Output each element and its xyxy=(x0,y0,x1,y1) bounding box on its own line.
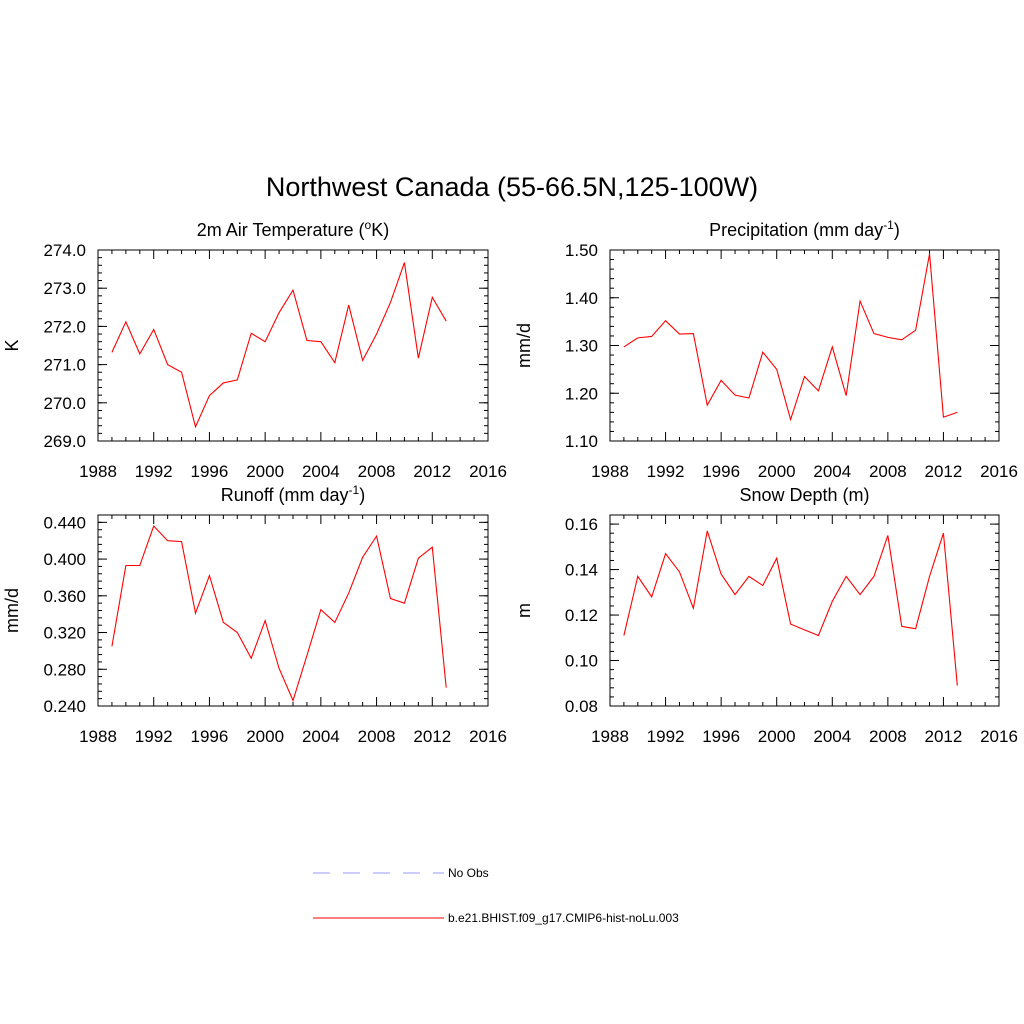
figure-title: Northwest Canada (55-66.5N,125-100W) xyxy=(266,172,758,202)
y-tick-label: 0.360 xyxy=(43,587,86,606)
legend: No Obs b.e21.BHIST.f09_g17.CMIP6-hist-no… xyxy=(313,866,679,925)
x-tick-label: 2012 xyxy=(413,462,451,481)
panel-1: 2m Air Temperature (oK) K 1988 1992 1996 2000… xyxy=(2,218,507,481)
panel-grid: 2m Air Temperature (oK) K 1988 1992 1996 2000… xyxy=(2,218,1018,746)
legend-label-model: b.e21.BHIST.f09_g17.CMIP6-hist-noLu.003 xyxy=(448,911,679,925)
plot-frame xyxy=(97,249,489,442)
panel-title: Runoff (mm day-1) xyxy=(221,483,365,505)
plot-frame xyxy=(609,249,1000,442)
x-tick-label: 1992 xyxy=(135,727,173,746)
x-tick-label: 1988 xyxy=(79,727,117,746)
panel-title-text: 2m Air Temperature ( xyxy=(197,220,365,240)
panel-title-text: Precipitation (mm day xyxy=(709,220,883,240)
x-tick-label: 2004 xyxy=(813,727,851,746)
x-tick-label: 1996 xyxy=(191,727,229,746)
x-tick-label: 2012 xyxy=(413,727,451,746)
series-line xyxy=(623,530,958,686)
series-line xyxy=(623,253,958,422)
y-tick-label: 0.14 xyxy=(565,561,598,580)
x-tick-label: 1996 xyxy=(702,727,740,746)
y-tick-label: 1.40 xyxy=(565,289,598,308)
y-tick-label: 272.0 xyxy=(43,317,86,336)
y-tick-label: 0.440 xyxy=(43,513,86,532)
x-tick-label: 1988 xyxy=(79,462,117,481)
x-tick-label: 2000 xyxy=(758,727,796,746)
x-tick-label: 2004 xyxy=(302,462,340,481)
x-tick-label: 2016 xyxy=(469,727,507,746)
plot-frame xyxy=(97,514,489,707)
x-tick-label: 2000 xyxy=(246,462,284,481)
y-tick-label: 1.20 xyxy=(565,384,598,403)
y-tick-label: 0.12 xyxy=(565,606,598,625)
panel-title-text: Snow Depth (m) xyxy=(739,485,869,505)
y-tick-label: 273.0 xyxy=(43,279,86,298)
panel-title: Precipitation (mm day-1) xyxy=(709,218,900,240)
x-tick-label: 2016 xyxy=(469,462,507,481)
panel-title-text: Runoff (mm day xyxy=(221,485,349,505)
x-tick-label: 2008 xyxy=(869,462,907,481)
y-tick-label: 1.10 xyxy=(565,432,598,451)
x-tick-label: 2012 xyxy=(925,727,963,746)
panel-3: Runoff (mm day-1) mm/d 1988 1992 1996 2000 200… xyxy=(2,483,507,746)
x-tick-label: 1996 xyxy=(191,462,229,481)
panel-title: 2m Air Temperature (oK) xyxy=(197,218,389,240)
y-tick-label: 0.320 xyxy=(43,624,86,643)
x-tick-label: 1992 xyxy=(647,462,685,481)
y-tick-label: 1.30 xyxy=(565,337,598,356)
panel-title-superscript: -1 xyxy=(349,483,360,497)
x-tick-label: 2008 xyxy=(358,462,396,481)
series-line xyxy=(111,524,447,703)
y-axis-label: mm/d xyxy=(2,588,22,633)
y-tick-label: 269.0 xyxy=(43,432,86,451)
x-tick-label: 2004 xyxy=(813,462,851,481)
panel-title-suffix: K) xyxy=(371,220,389,240)
x-tick-label: 1988 xyxy=(591,727,629,746)
x-tick-label: 1992 xyxy=(135,462,173,481)
y-axis-label: m xyxy=(514,603,534,618)
panel-title-suffix: ) xyxy=(359,485,365,505)
x-tick-label: 2016 xyxy=(980,727,1018,746)
plot-frame xyxy=(609,514,1000,707)
panel-title-suffix: ) xyxy=(894,220,900,240)
x-tick-label: 2008 xyxy=(358,727,396,746)
y-tick-label: 0.10 xyxy=(565,652,598,671)
x-tick-label: 1988 xyxy=(591,462,629,481)
x-tick-label: 2000 xyxy=(758,462,796,481)
panel-title-superscript: -1 xyxy=(883,218,894,232)
x-tick-label: 2008 xyxy=(869,727,907,746)
legend-label-no-obs: No Obs xyxy=(448,866,489,880)
panel-title-superscript: o xyxy=(365,218,372,232)
x-tick-label: 1996 xyxy=(702,462,740,481)
panel-4: Snow Depth (m) m 1988 1992 1996 2000 2004 2008 2… xyxy=(514,485,1018,746)
x-tick-label: 2000 xyxy=(246,727,284,746)
y-tick-label: 271.0 xyxy=(43,356,86,375)
series-line xyxy=(111,262,447,429)
y-tick-label: 1.50 xyxy=(565,241,598,260)
panel-2: Precipitation (mm day-1) mm/d 1988 1992 1996… xyxy=(514,218,1018,481)
y-tick-label: 0.240 xyxy=(43,697,86,716)
x-tick-label: 2016 xyxy=(980,462,1018,481)
panel-title: Snow Depth (m) xyxy=(739,485,869,505)
y-tick-label: 270.0 xyxy=(43,394,86,413)
x-tick-label: 2004 xyxy=(302,727,340,746)
y-tick-label: 274.0 xyxy=(43,241,86,260)
y-tick-label: 0.400 xyxy=(43,550,86,569)
x-tick-label: 2012 xyxy=(925,462,963,481)
y-tick-label: 0.16 xyxy=(565,515,598,534)
x-tick-label: 1992 xyxy=(647,727,685,746)
y-tick-label: 0.08 xyxy=(565,697,598,716)
y-axis-label: mm/d xyxy=(514,323,534,368)
y-tick-label: 0.280 xyxy=(43,660,86,679)
y-axis-label: K xyxy=(2,339,22,351)
